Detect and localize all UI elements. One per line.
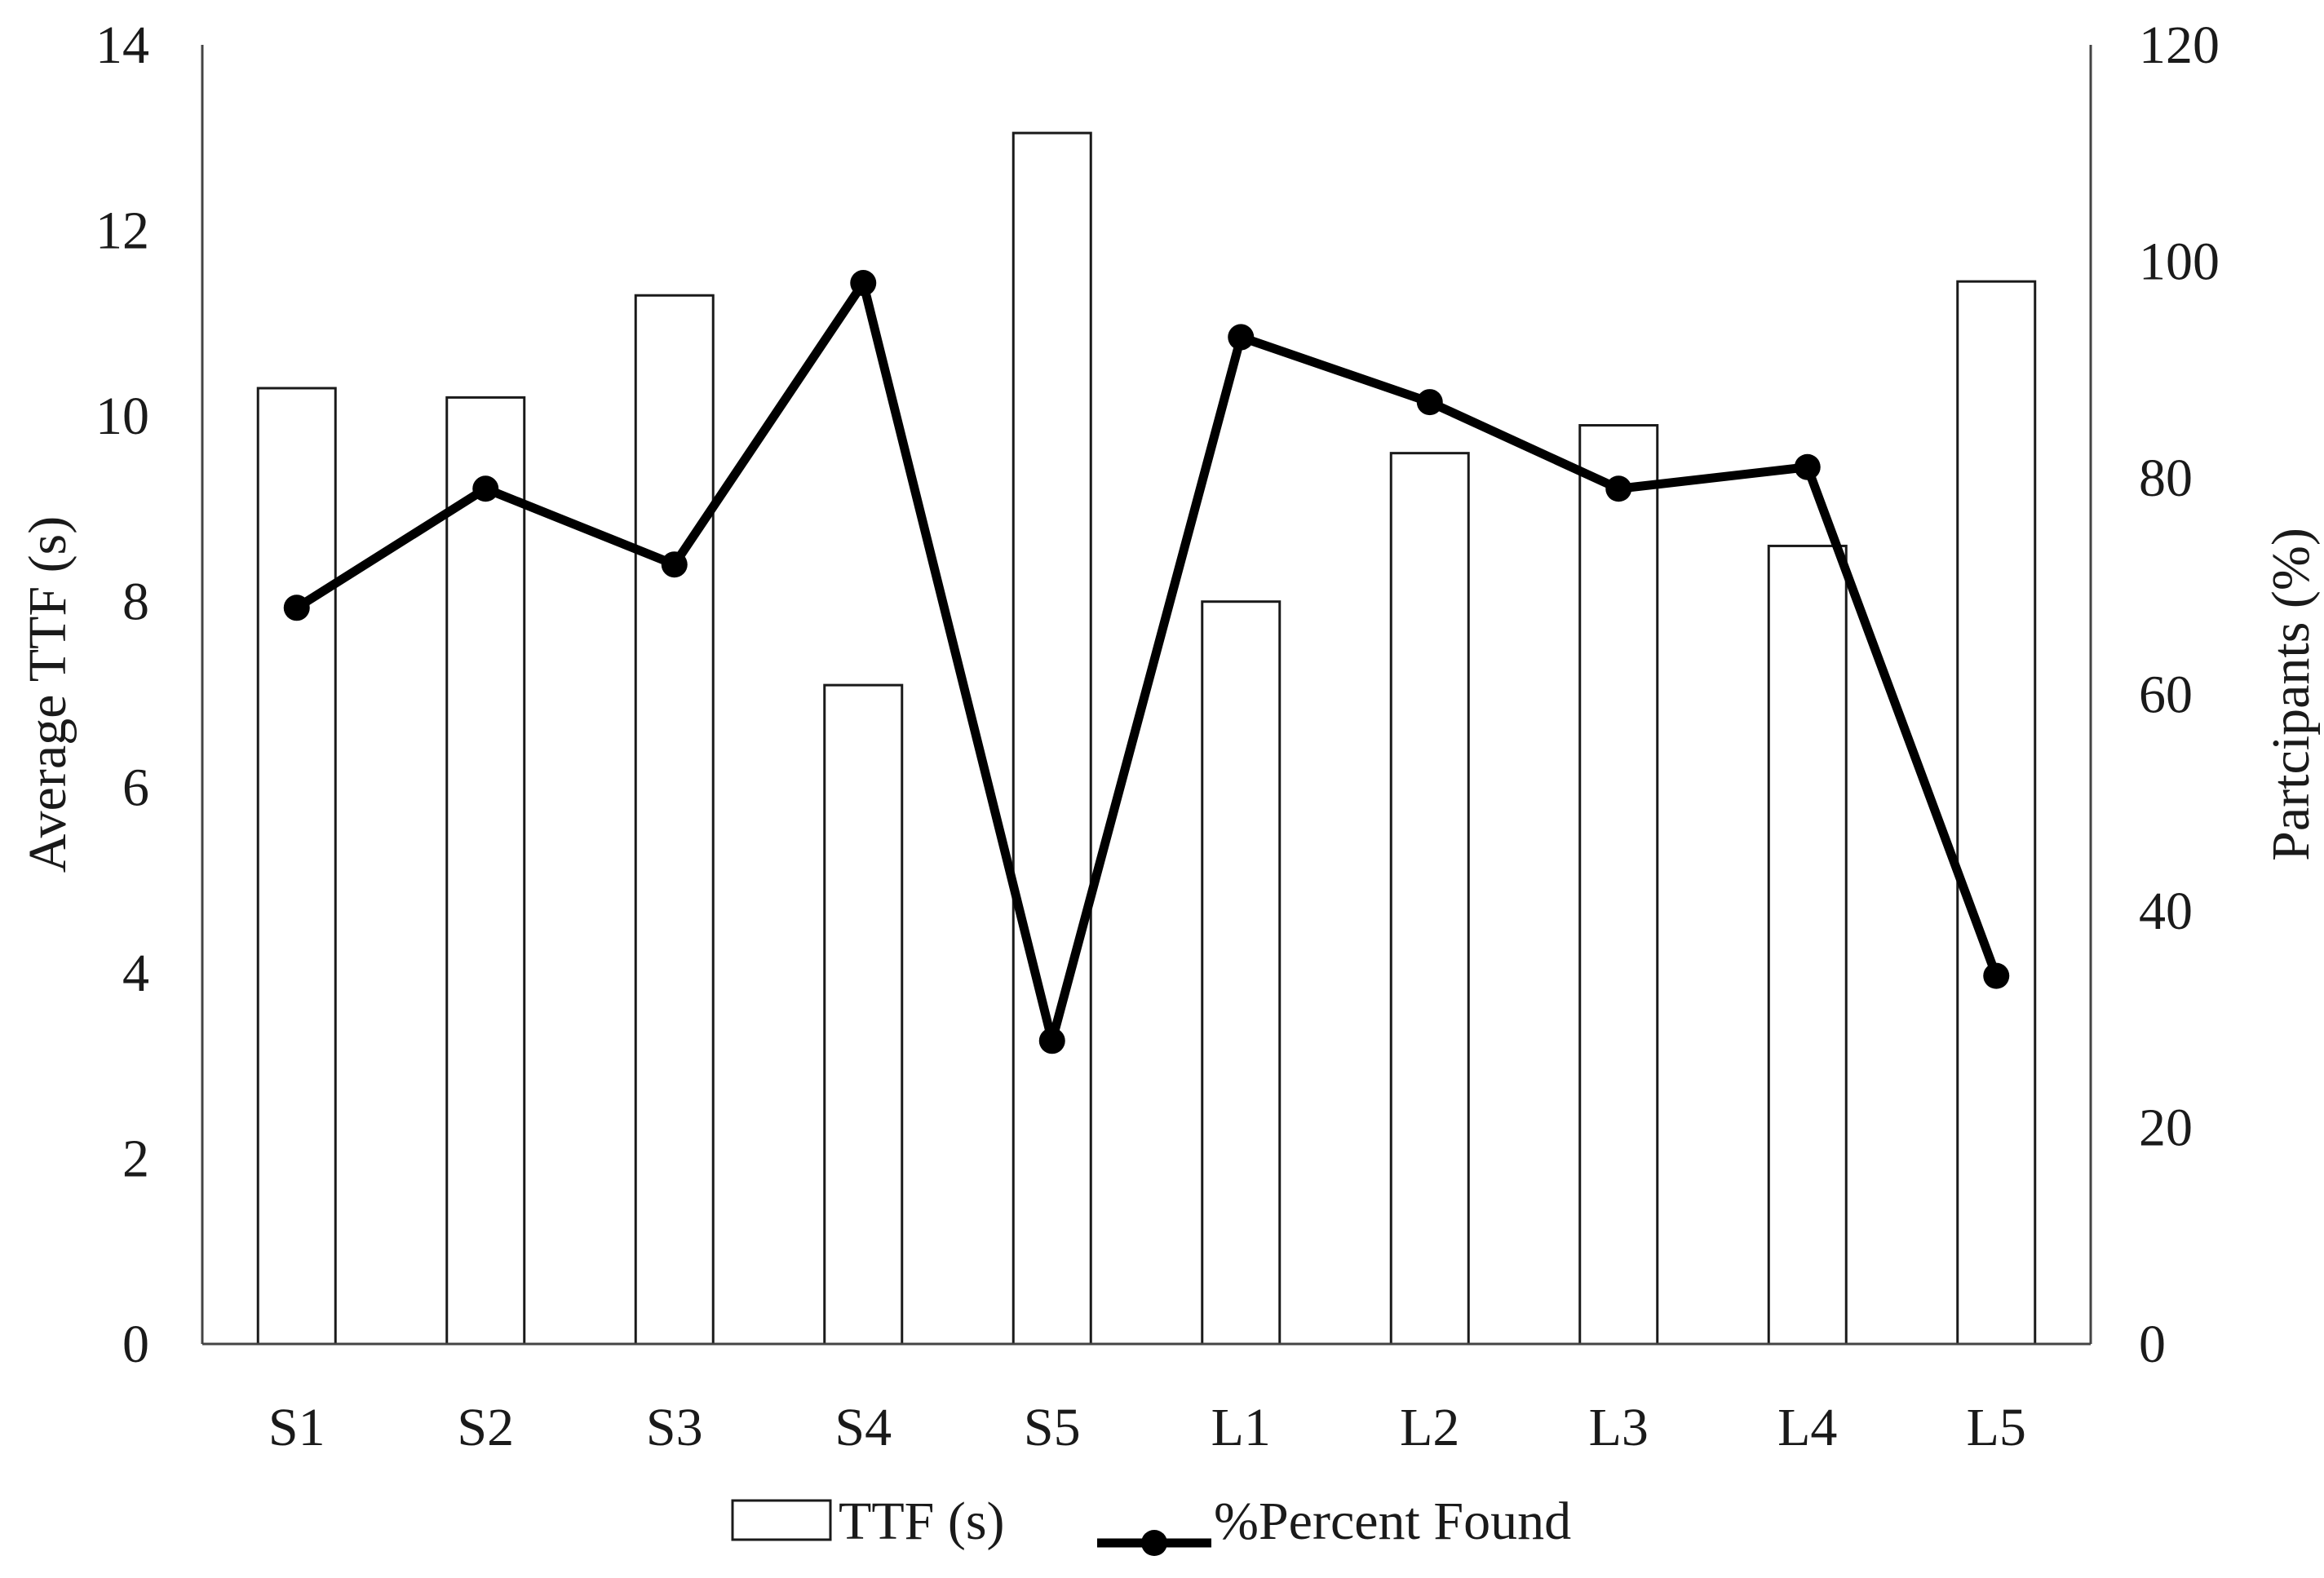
- x-tick-label-l3: L3: [1589, 1398, 1649, 1457]
- bar-l1: [1201, 600, 1282, 1346]
- legend-label-percent: %Percent Found: [1214, 1492, 1571, 1551]
- right-tick-label: 100: [2139, 232, 2220, 292]
- left-tick-label: 8: [122, 572, 149, 632]
- bars-layer: [256, 131, 2037, 1346]
- percent-point-l2: [1416, 389, 1443, 416]
- x-tick-label-l5: L5: [1967, 1398, 2026, 1457]
- x-tick-label-s4: S4: [834, 1398, 892, 1457]
- right-tick-label: 80: [2139, 449, 2193, 508]
- y-axis-title-left: Average TTF (s): [18, 516, 77, 873]
- x-tick-label-s1: S1: [268, 1398, 325, 1457]
- bar-s5: [1011, 131, 1092, 1346]
- percent-point-s5: [1038, 1028, 1065, 1054]
- x-tick-label-l1: L1: [1211, 1398, 1271, 1457]
- percent-point-l3: [1605, 475, 1632, 502]
- left-tick-label: 12: [95, 201, 149, 261]
- right-tick-label: 20: [2139, 1098, 2193, 1158]
- bar-l4: [1767, 544, 1848, 1346]
- percent-line-layer: [283, 270, 2010, 1054]
- bar-l5: [1956, 280, 2037, 1346]
- y-axis-title-right: Partcipants (%): [2261, 528, 2321, 861]
- percent-point-l4: [1794, 453, 1821, 480]
- percent-point-s4: [850, 270, 877, 297]
- right-tick-label: 0: [2139, 1315, 2166, 1374]
- left-tick-label: 14: [95, 15, 149, 75]
- legend-marker: [1141, 1530, 1167, 1556]
- labels-layer: 0 2 4 6 8 10 12 14 0 20 40 60 80 100 120 S1 S2 S3 S4 S5 L1 L2…: [18, 15, 2321, 1457]
- x-tick-label-l2: L2: [1400, 1398, 1459, 1457]
- legend: TTF (s) %Percent Found: [731, 1492, 1571, 1556]
- percent-point-s1: [283, 595, 310, 621]
- legend-swatch-bar: [731, 1499, 832, 1541]
- x-tick-label-s5: S5: [1024, 1398, 1081, 1457]
- left-tick-label: 2: [122, 1129, 149, 1188]
- percent-point-l1: [1228, 324, 1255, 351]
- left-tick-label: 10: [95, 387, 149, 446]
- x-tick-label-s2: S2: [457, 1398, 514, 1457]
- left-tick-label: 4: [122, 944, 149, 1003]
- percent-point-l5: [1983, 962, 2010, 989]
- bar-s4: [823, 683, 904, 1346]
- bar-s1: [256, 387, 337, 1346]
- bar-s3: [634, 294, 715, 1346]
- legend-label-ttf: TTF (s): [839, 1492, 1004, 1551]
- bar-s2: [445, 396, 526, 1346]
- percent-found-line: [292, 278, 2001, 1045]
- axes-layer: [201, 45, 2092, 1346]
- x-tick-label-s3: S3: [646, 1398, 703, 1457]
- right-tick-label: 120: [2139, 15, 2220, 75]
- left-tick-label: 6: [122, 758, 149, 817]
- percent-point-s3: [661, 551, 688, 578]
- right-tick-label: 40: [2139, 882, 2193, 941]
- bar-l3: [1578, 424, 1659, 1346]
- bar-l2: [1389, 452, 1470, 1346]
- right-tick-label: 60: [2139, 665, 2193, 725]
- percent-point-s2: [472, 475, 499, 502]
- left-tick-label: 0: [122, 1315, 149, 1374]
- x-tick-label-l4: L4: [1777, 1398, 1837, 1457]
